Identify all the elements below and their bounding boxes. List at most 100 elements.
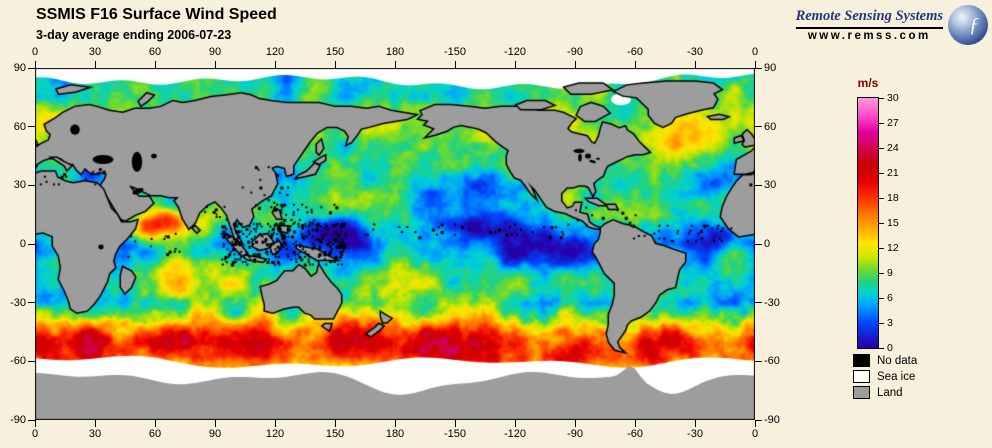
- lon-tick-bottom: [274, 420, 276, 427]
- lon-tick-top: [214, 61, 216, 68]
- globe-glyph: ƒ: [969, 13, 979, 36]
- lat-tick-label-right: -60: [764, 355, 780, 368]
- lon-tick-label-bottom: -120: [503, 428, 527, 440]
- lat-tick-right: [755, 302, 762, 304]
- lat-tick-label-left: -90: [10, 414, 26, 426]
- lon-tick-label-top: -150: [443, 46, 467, 58]
- lon-tick-label-top: -90: [567, 46, 583, 58]
- colorbar-tick-label: 27: [887, 117, 899, 129]
- lat-tick-label-right: -90: [764, 414, 780, 426]
- lat-tick-left: [28, 126, 35, 128]
- lon-tick-label-bottom: 90: [208, 428, 222, 440]
- colorbar-tick-label: 21: [887, 167, 899, 179]
- legend-item: Land: [853, 386, 903, 399]
- lat-tick-label-left: 60: [13, 120, 26, 133]
- lat-tick-left: [28, 419, 35, 421]
- lat-tick-right: [755, 67, 762, 69]
- colorbar-tick: [879, 347, 884, 349]
- lat-tick-left: [28, 184, 35, 186]
- colorbar-tick-label: 30: [887, 92, 899, 104]
- lon-tick-top: [274, 61, 276, 68]
- lon-tick-bottom: [634, 420, 636, 427]
- legend-label: Land: [877, 386, 903, 399]
- lon-tick-bottom: [34, 420, 36, 427]
- legend-item: Sea ice: [853, 370, 915, 383]
- lon-tick-label-top: -30: [687, 46, 703, 58]
- colorbar-tick: [879, 122, 884, 124]
- lon-tick-label-top: 150: [325, 46, 345, 58]
- lon-tick-label-bottom: 60: [148, 428, 162, 440]
- legend-swatch-land: [853, 386, 870, 399]
- lon-tick-top: [154, 61, 156, 68]
- lat-tick-label-left: 30: [13, 179, 26, 192]
- legend-item: No data: [853, 354, 917, 367]
- colorbar-tick-label: 18: [887, 192, 899, 204]
- lon-tick-label-bottom: 150: [325, 428, 345, 440]
- lon-tick-label-bottom: 30: [88, 428, 102, 440]
- lon-tick-bottom: [574, 420, 576, 427]
- brand-url[interactable]: www.remss.com: [807, 30, 931, 42]
- remss-logo: Remote Sensing Systems www.remss.com ƒ: [795, 5, 988, 45]
- lon-tick-top: [94, 61, 96, 68]
- lon-tick-label-top: 0: [751, 46, 759, 58]
- brand-name: Remote Sensing Systems: [795, 8, 943, 24]
- lon-tick-bottom: [214, 420, 216, 427]
- lon-tick-top: [574, 61, 576, 68]
- lon-tick-bottom: [394, 420, 396, 427]
- lat-tick-right: [755, 243, 762, 245]
- map-title: SSMIS F16 Surface Wind Speed: [36, 6, 277, 23]
- lat-tick-right: [755, 184, 762, 186]
- lon-tick-label-top: 60: [148, 46, 162, 58]
- lon-tick-label-bottom: 0: [31, 428, 39, 440]
- lon-tick-top: [334, 61, 336, 68]
- colorbar-tick-label: 3: [887, 317, 893, 329]
- lon-tick-label-bottom: 180: [385, 428, 405, 440]
- remss-logo-text: Remote Sensing Systems www.remss.com: [795, 8, 943, 42]
- world-wind-map: [35, 68, 755, 420]
- brand-divider: [795, 27, 943, 29]
- lat-tick-left: [28, 243, 35, 245]
- lat-tick-label-right: -30: [764, 296, 780, 309]
- colorbar-tick: [879, 97, 884, 99]
- lon-tick-bottom: [514, 420, 516, 427]
- globe-logo-icon: ƒ: [948, 5, 988, 45]
- lon-tick-label-bottom: 120: [265, 428, 285, 440]
- colorbar-tick-label: 12: [887, 242, 899, 254]
- lon-tick-label-bottom: -60: [627, 428, 643, 440]
- legend-swatch-sea-ice: [853, 370, 870, 383]
- lon-tick-label-top: 0: [31, 46, 39, 58]
- colorbar-tick: [879, 297, 884, 299]
- lat-tick-right: [755, 360, 762, 362]
- lon-tick-label-bottom: -90: [567, 428, 583, 440]
- lon-tick-bottom: [154, 420, 156, 427]
- lon-tick-label-bottom: -30: [687, 428, 703, 440]
- lat-tick-left: [28, 67, 35, 69]
- lon-tick-bottom: [754, 420, 756, 427]
- lon-tick-top: [34, 61, 36, 68]
- lat-tick-left: [28, 302, 35, 304]
- lon-tick-top: [514, 61, 516, 68]
- lon-tick-label-bottom: 0: [751, 428, 759, 440]
- lon-tick-label-top: -120: [503, 46, 527, 58]
- lon-tick-top: [454, 61, 456, 68]
- colorbar-tick: [879, 222, 884, 224]
- map-subtitle: 3-day average ending 2006-07-23: [36, 28, 232, 42]
- legend-label: Sea ice: [877, 370, 916, 383]
- colorbar-tick-label: 0: [887, 342, 893, 354]
- colorbar-units-label: m/s: [857, 76, 879, 90]
- colorbar-tick-label: 9: [887, 267, 893, 279]
- colorbar-tick: [879, 147, 884, 149]
- lon-tick-top: [394, 61, 396, 68]
- lat-tick-label-left: 90: [13, 62, 26, 74]
- lat-tick-right: [755, 126, 762, 128]
- colorbar-tick: [879, 247, 884, 249]
- lat-tick-label-right: 60: [764, 120, 777, 133]
- lon-tick-label-top: 180: [385, 46, 405, 58]
- lon-tick-label-top: -60: [627, 46, 643, 58]
- colorbar-tick-label: 15: [887, 217, 899, 229]
- lon-tick-label-top: 90: [208, 46, 222, 58]
- lon-tick-bottom: [94, 420, 96, 427]
- colorbar-tick-label: 6: [887, 292, 893, 304]
- lat-tick-left: [28, 360, 35, 362]
